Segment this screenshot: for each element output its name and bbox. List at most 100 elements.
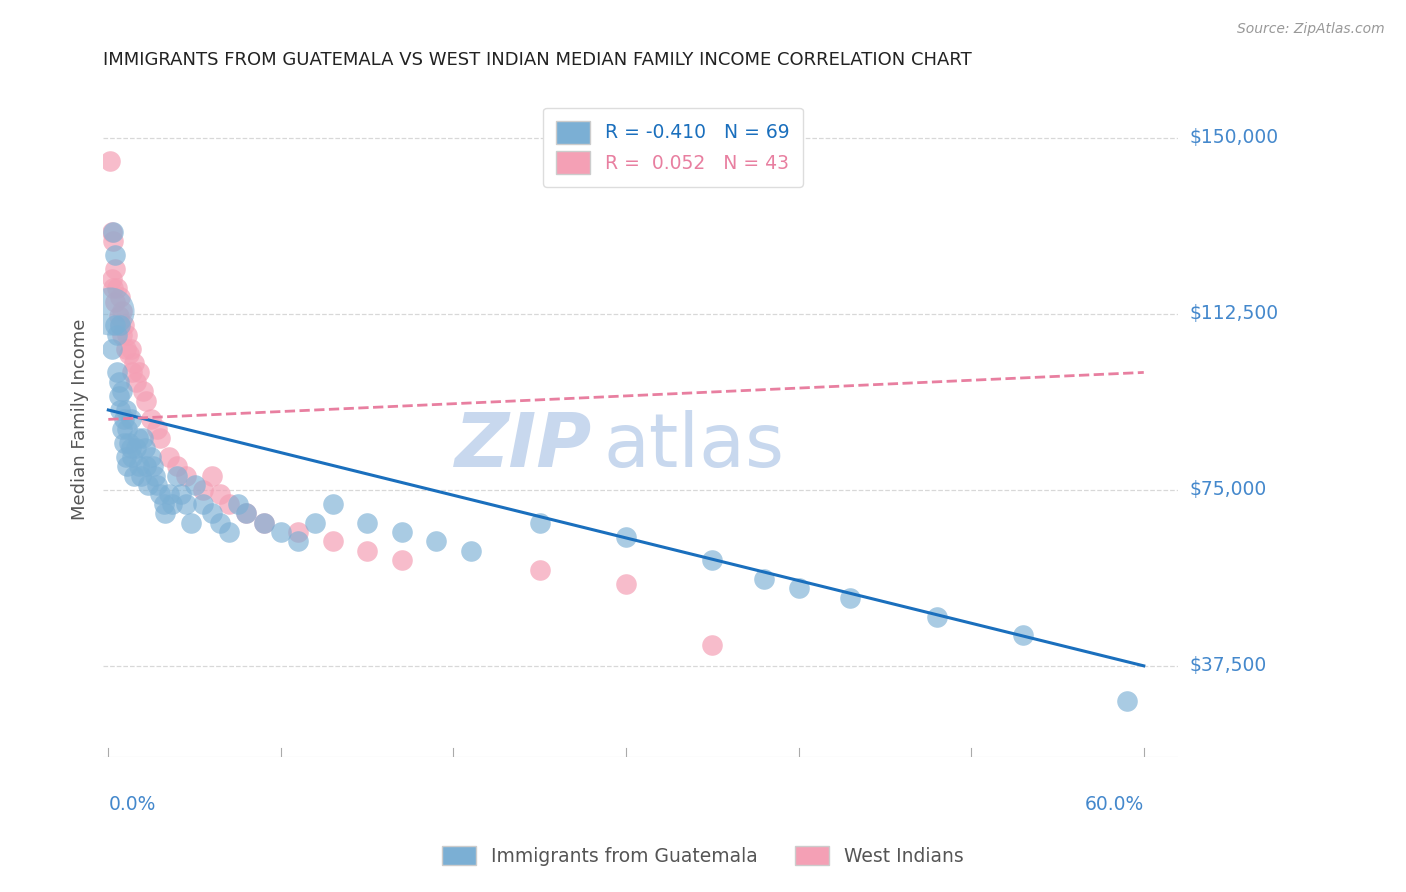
Point xyxy=(110,290,132,304)
Legend: R = -0.410   N = 69, R =  0.052   N = 43: R = -0.410 N = 69, R = 0.052 N = 43 xyxy=(543,108,803,187)
Point xyxy=(702,638,724,652)
Point xyxy=(193,497,215,511)
Point xyxy=(107,389,129,403)
Point xyxy=(702,553,724,567)
Point xyxy=(112,318,135,333)
Point xyxy=(129,468,152,483)
Point xyxy=(253,516,276,530)
Point xyxy=(304,516,326,530)
Point xyxy=(218,524,240,539)
Point xyxy=(160,497,183,511)
Point xyxy=(155,506,177,520)
Point xyxy=(614,576,637,591)
Point xyxy=(100,225,122,239)
Point xyxy=(117,459,139,474)
Point xyxy=(114,450,136,464)
Point xyxy=(135,393,157,408)
Point xyxy=(125,375,148,389)
Point xyxy=(136,478,159,492)
Y-axis label: Median Family Income: Median Family Income xyxy=(72,318,89,520)
Point xyxy=(170,487,193,501)
Point xyxy=(529,563,551,577)
Text: 0.0%: 0.0% xyxy=(108,795,156,814)
Point xyxy=(287,534,309,549)
Point xyxy=(107,375,129,389)
Text: $75,000: $75,000 xyxy=(1189,480,1267,500)
Point xyxy=(132,431,155,445)
Point xyxy=(98,154,121,169)
Point xyxy=(117,327,139,342)
Point xyxy=(111,422,134,436)
Point xyxy=(787,582,810,596)
Point xyxy=(112,412,135,426)
Point xyxy=(253,516,276,530)
Legend: Immigrants from Guatemala, West Indians: Immigrants from Guatemala, West Indians xyxy=(434,838,972,873)
Point xyxy=(103,234,125,248)
Text: $150,000: $150,000 xyxy=(1189,128,1278,147)
Point xyxy=(100,271,122,285)
Point xyxy=(425,534,447,549)
Point xyxy=(103,281,125,295)
Point xyxy=(925,609,948,624)
Point xyxy=(105,327,128,342)
Point xyxy=(132,384,155,399)
Point xyxy=(287,524,309,539)
Point xyxy=(118,346,141,360)
Text: atlas: atlas xyxy=(603,410,785,483)
Point xyxy=(183,478,205,492)
Point xyxy=(110,318,132,333)
Point xyxy=(110,318,132,333)
Point xyxy=(112,435,135,450)
Point xyxy=(157,450,180,464)
Point xyxy=(111,304,134,318)
Text: $37,500: $37,500 xyxy=(1189,657,1267,675)
Point xyxy=(1115,694,1137,708)
Point xyxy=(752,572,775,586)
Point xyxy=(391,553,413,567)
Point xyxy=(127,431,149,445)
Text: Source: ZipAtlas.com: Source: ZipAtlas.com xyxy=(1237,22,1385,37)
Point xyxy=(104,248,127,262)
Point xyxy=(111,327,134,342)
Text: ZIP: ZIP xyxy=(456,410,592,483)
Text: 60.0%: 60.0% xyxy=(1084,795,1143,814)
Point xyxy=(1012,628,1035,642)
Point xyxy=(141,450,163,464)
Point xyxy=(114,403,136,417)
Point xyxy=(128,459,150,474)
Point xyxy=(193,483,215,497)
Point xyxy=(270,524,292,539)
Point xyxy=(174,468,197,483)
Point xyxy=(98,304,121,318)
Point xyxy=(117,422,139,436)
Point xyxy=(122,468,145,483)
Point xyxy=(121,450,143,464)
Point xyxy=(111,384,134,399)
Point xyxy=(122,356,145,370)
Point xyxy=(105,281,128,295)
Point xyxy=(166,459,188,474)
Point xyxy=(209,516,232,530)
Point xyxy=(105,366,128,380)
Point xyxy=(149,431,172,445)
Point xyxy=(157,487,180,501)
Point xyxy=(120,412,142,426)
Point xyxy=(209,487,232,501)
Point xyxy=(201,506,224,520)
Point xyxy=(529,516,551,530)
Point xyxy=(118,435,141,450)
Point xyxy=(174,497,197,511)
Point xyxy=(134,441,156,455)
Point xyxy=(356,516,378,530)
Point xyxy=(226,497,249,511)
Point xyxy=(235,506,257,520)
Text: $112,500: $112,500 xyxy=(1189,304,1278,323)
Point xyxy=(104,318,127,333)
Point xyxy=(152,497,174,511)
Point xyxy=(100,342,122,356)
Point xyxy=(143,468,166,483)
Point xyxy=(614,530,637,544)
Point xyxy=(114,342,136,356)
Point xyxy=(104,295,127,310)
Point xyxy=(135,459,157,474)
